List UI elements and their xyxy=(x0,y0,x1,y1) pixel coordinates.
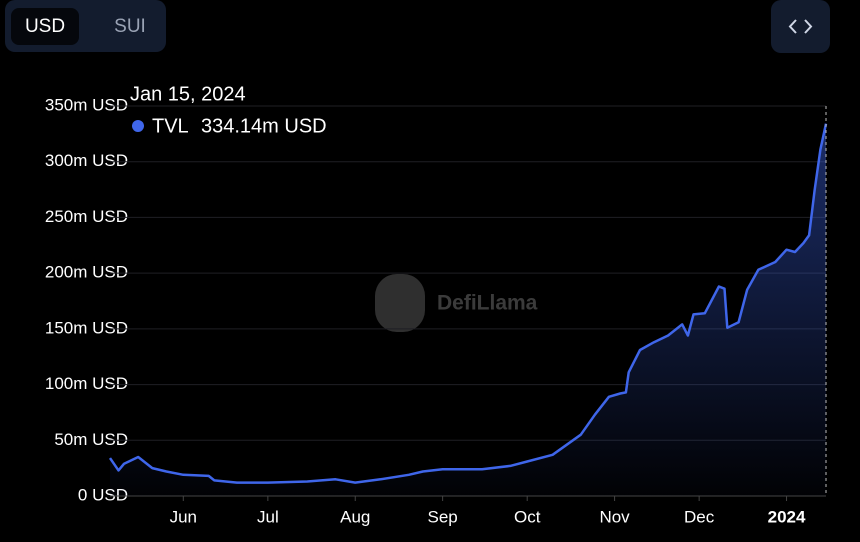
x-tick-label: Jul xyxy=(257,507,279,526)
x-tick-label: Jun xyxy=(170,507,197,526)
x-tick-label: Aug xyxy=(340,507,370,526)
line xyxy=(108,123,828,484)
embed-icon xyxy=(788,19,813,34)
y-tick-label: 250m USD xyxy=(45,207,128,226)
tooltip-date: Jan 15, 2024 xyxy=(130,83,246,105)
x-tick-label: Dec xyxy=(684,507,715,526)
x-tick-label: Sep xyxy=(428,507,458,526)
y-tick-label: 350m USD xyxy=(45,95,128,114)
currency-option[interactable]: SUI xyxy=(114,16,146,37)
y-tick-label: 150m USD xyxy=(45,318,128,337)
currency-toggle: USD SUI xyxy=(5,0,166,52)
x-tick-label: Oct xyxy=(514,507,541,526)
area xyxy=(110,123,826,496)
watermark-text: DefiLlama xyxy=(437,292,538,315)
tooltip-value: 334.14m USD xyxy=(201,115,327,137)
y-tick-label: 300m USD xyxy=(45,151,128,170)
y-tick-label: 50m USD xyxy=(54,430,128,449)
y-tick-label: 100m USD xyxy=(45,374,128,393)
watermark: DefiLlama xyxy=(375,274,538,332)
x-tick-label: Nov xyxy=(599,507,630,526)
tooltip-dot xyxy=(132,120,144,132)
y-tick-label: 200m USD xyxy=(45,263,128,282)
x-tick-label: 2024 xyxy=(768,507,806,526)
tooltip-series: TVL xyxy=(152,115,189,137)
currency-option[interactable]: USD xyxy=(11,8,79,45)
embed-button[interactable] xyxy=(771,0,830,53)
